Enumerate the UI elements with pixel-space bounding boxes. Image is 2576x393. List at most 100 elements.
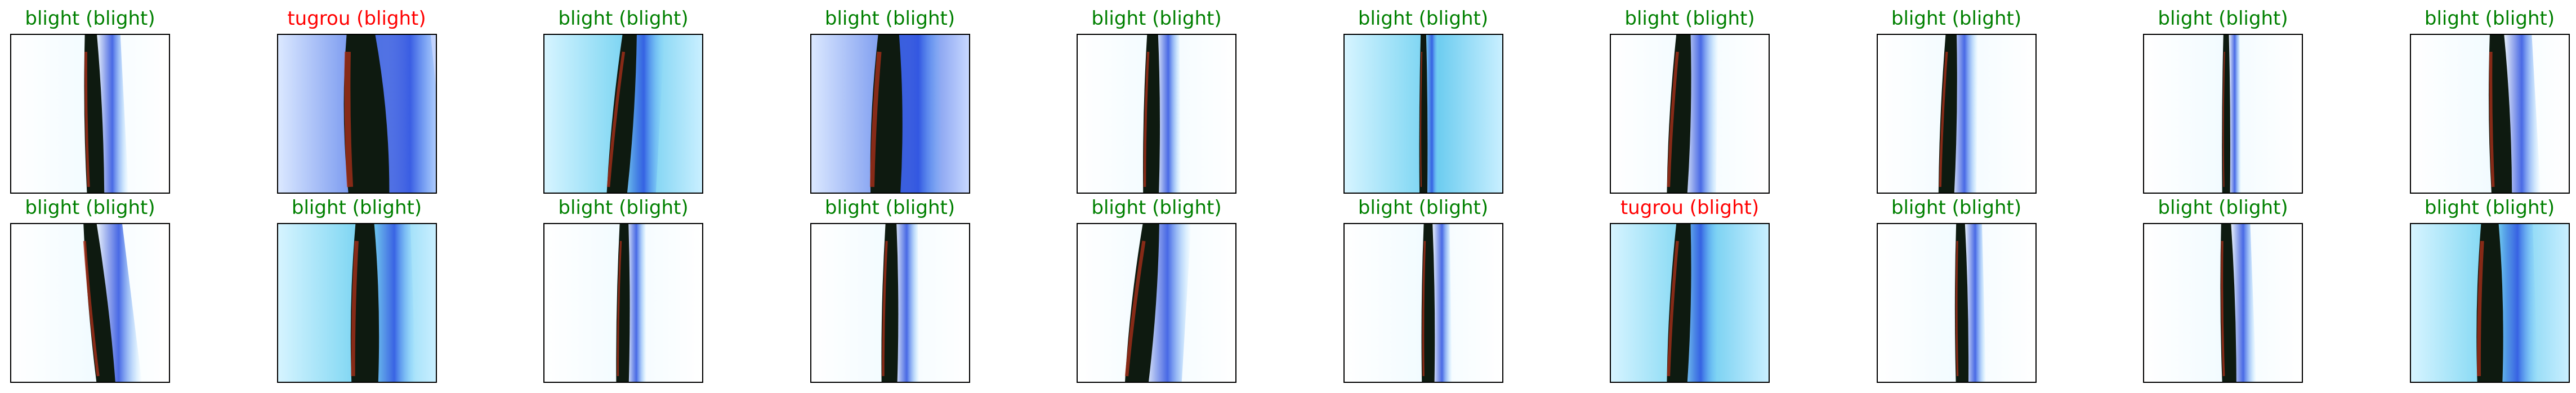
blight-streak [606, 51, 626, 187]
leaf-shadow [1431, 224, 1452, 382]
sample-cell: blight (blight) [1876, 6, 2037, 194]
leaf-image [811, 224, 969, 382]
leaf-blade [2220, 224, 2236, 382]
leaf-shadow [2230, 224, 2257, 382]
leaf-blade [606, 35, 637, 193]
sample-cell: blight (blight) [2409, 6, 2570, 194]
leaf-blade [1938, 35, 1957, 193]
leaf-shadow [2228, 35, 2242, 193]
leaf-shadow [96, 224, 142, 382]
leaf-blade [1667, 224, 1691, 382]
leaf-image [278, 224, 436, 382]
leaf-blade [83, 224, 115, 382]
leaf-image [1078, 35, 1235, 193]
blight-streak [2489, 51, 2495, 187]
leaf-shadow [1683, 35, 1718, 193]
prediction-label: blight (blight) [2424, 196, 2555, 219]
sample-cell: blight (blight) [2143, 6, 2303, 194]
leaf-shadow [372, 224, 416, 382]
leaf-blade [343, 35, 389, 193]
blight-streak [2222, 51, 2225, 187]
prediction-label: blight (blight) [558, 7, 689, 30]
sample-cell: blight (blight) [1343, 6, 1503, 194]
sample-image [2143, 223, 2303, 383]
prediction-label: blight (blight) [824, 7, 956, 30]
leaf-shadow [894, 224, 919, 382]
sample-image [1077, 34, 1236, 194]
blight-streak [343, 51, 353, 187]
leaf-shadow [1155, 35, 1181, 193]
blight-streak [2221, 240, 2225, 377]
leaf-image [1344, 224, 1502, 382]
sample-image [1876, 34, 2037, 194]
blight-streak [881, 240, 888, 377]
leaf-blade [84, 35, 105, 193]
leaf-image [11, 224, 169, 382]
sample-cell: tugrou (blight) [276, 6, 437, 194]
sample-image [810, 34, 970, 194]
leaf-image [811, 35, 969, 193]
prediction-label: blight (blight) [2424, 7, 2555, 30]
leaf-shadow [96, 35, 129, 193]
prediction-label: blight (blight) [25, 196, 155, 219]
leaf-shadow [373, 35, 436, 193]
blight-streak [617, 240, 622, 377]
leaf-image [544, 224, 702, 382]
leaf-blade [1954, 224, 1968, 382]
prediction-label: blight (blight) [1891, 196, 2022, 219]
sample-cell: blight (blight) [10, 195, 170, 383]
leaf-shadow [626, 224, 647, 382]
leaf-blade [350, 224, 379, 382]
leaf-image [1344, 35, 1502, 193]
leaf-shadow [894, 35, 943, 193]
leaf-blade [1125, 224, 1159, 382]
blight-streak [2476, 240, 2484, 377]
prediction-label: blight (blight) [1358, 7, 1489, 30]
sample-image [10, 34, 170, 194]
sample-cell: blight (blight) [1077, 6, 1236, 194]
leaf-shadow [1683, 224, 1718, 382]
leaf-shadow [2503, 35, 2541, 193]
leaf-blade [1667, 35, 1691, 193]
sample-image [1610, 34, 1770, 194]
blight-streak [84, 51, 90, 187]
leaf-image [2410, 224, 2569, 382]
sample-cell: tugrou (blight) [1610, 195, 1770, 383]
sample-cell: blight (blight) [276, 195, 437, 383]
leaf-image [2144, 224, 2302, 382]
blight-streak [1419, 51, 1422, 187]
sample-image [1876, 223, 2037, 383]
prediction-label: blight (blight) [25, 7, 155, 30]
prediction-label: blight (blight) [291, 196, 422, 219]
prediction-label: blight (blight) [1091, 196, 1222, 219]
sample-image [810, 223, 970, 383]
prediction-label: blight (blight) [558, 196, 689, 219]
sample-cell: blight (blight) [543, 6, 703, 194]
leaf-blade [2476, 224, 2503, 382]
sample-cell: blight (blight) [2143, 195, 2303, 383]
leaf-image [1877, 224, 2035, 382]
sample-cell: blight (blight) [1876, 195, 2037, 383]
sample-image [1343, 223, 1503, 383]
sample-cell: blight (blight) [1610, 6, 1770, 194]
sample-cell: blight (blight) [10, 6, 170, 194]
blight-streak [351, 240, 359, 377]
blight-streak [1124, 240, 1146, 377]
leaf-shadow [1950, 35, 1978, 193]
blight-streak [1667, 240, 1679, 377]
leaf-shadow [1964, 224, 1986, 382]
sample-cell: blight (blight) [810, 195, 970, 383]
blight-streak [869, 51, 882, 187]
sample-image [2143, 34, 2303, 194]
blight-streak [1144, 51, 1150, 187]
leaf-image [2144, 35, 2302, 193]
sample-image [276, 34, 437, 194]
leaf-image [11, 35, 169, 193]
sample-image [276, 223, 437, 383]
prediction-label: blight (blight) [1091, 7, 1222, 30]
leaf-image [1611, 35, 1769, 193]
blight-streak [1667, 51, 1679, 187]
sample-image [10, 223, 170, 383]
leaf-image [2410, 35, 2569, 193]
prediction-label: blight (blight) [2158, 7, 2288, 30]
